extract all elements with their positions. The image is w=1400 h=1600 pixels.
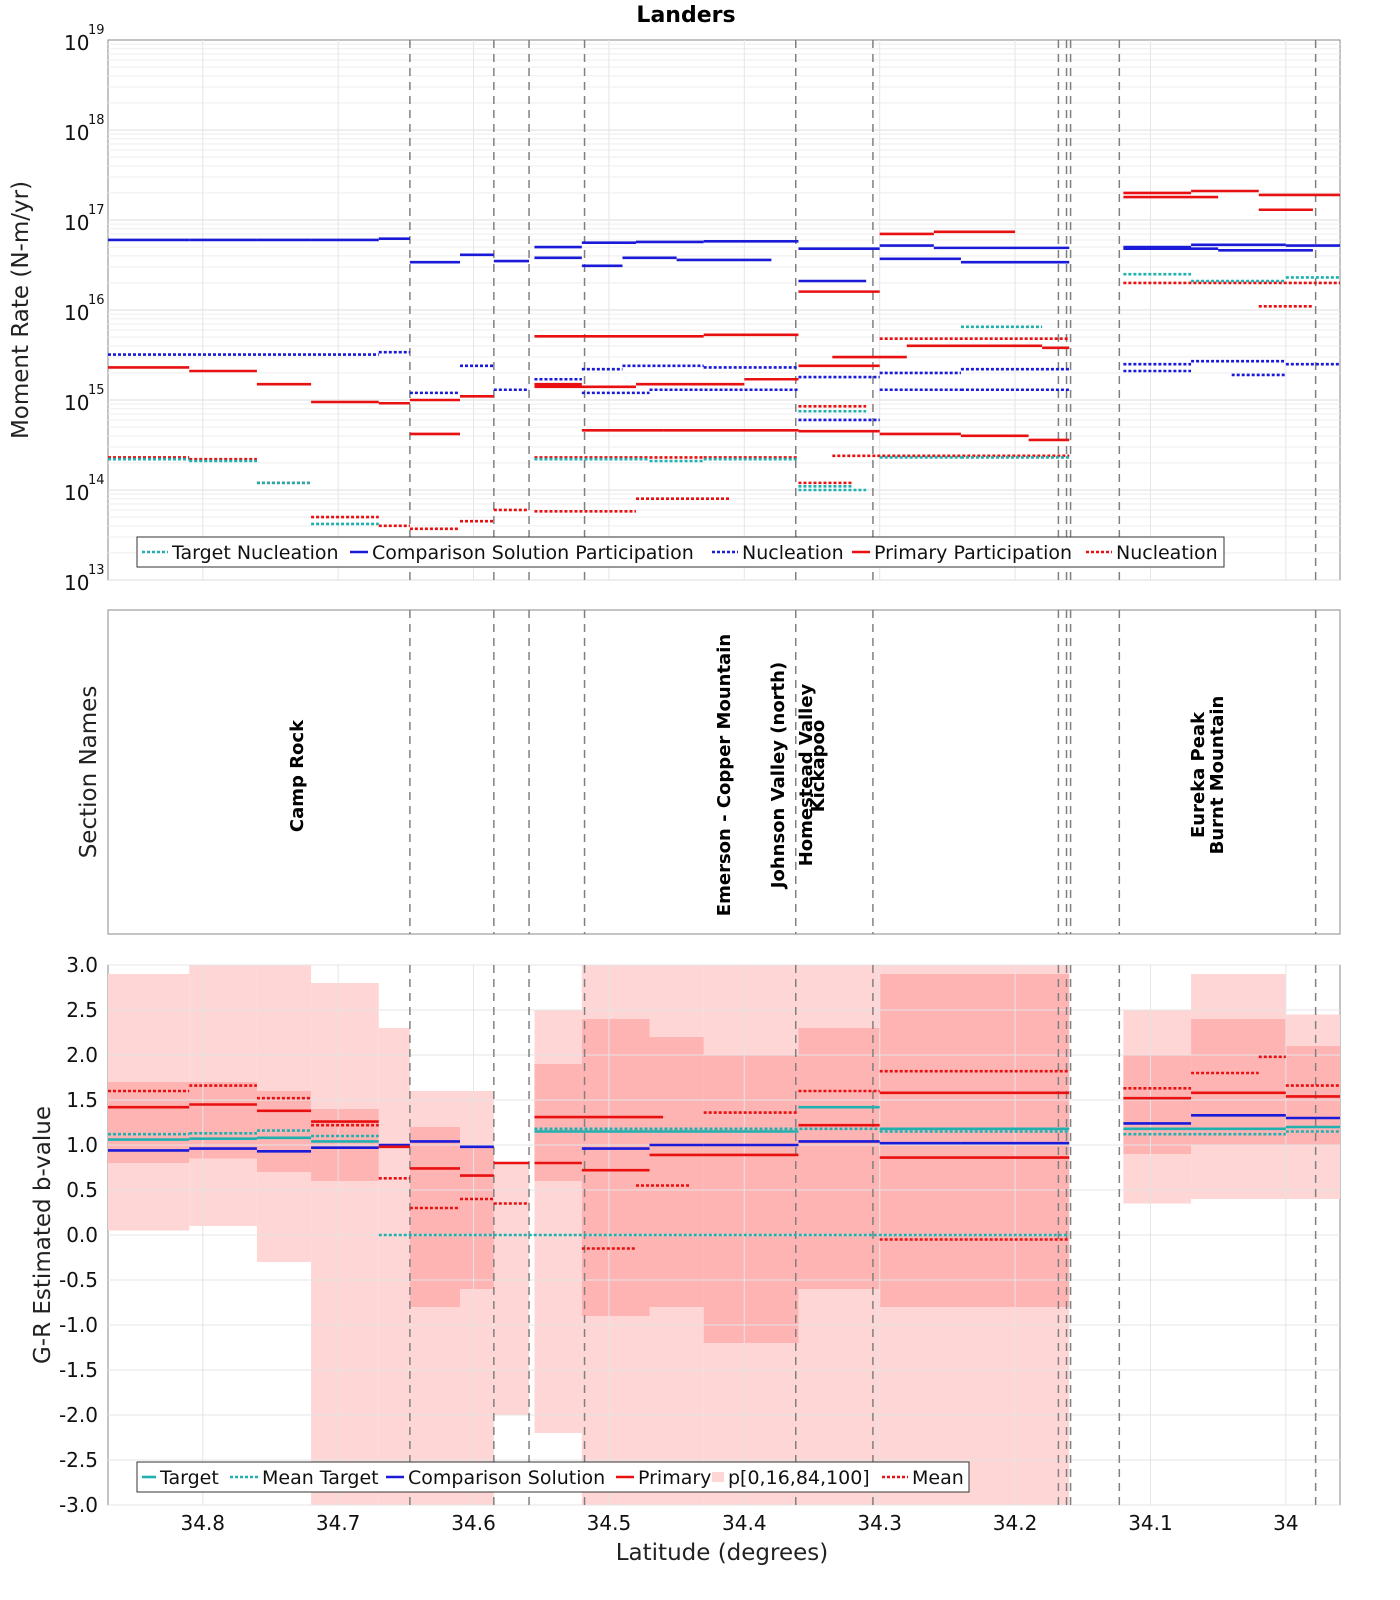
y-tick-label: -2.5 (59, 1448, 98, 1472)
x-axis-label: Latitude (degrees) (616, 1540, 829, 1566)
legend-label: Primary Participation (874, 542, 1072, 564)
legend-label: Nucleation (1116, 542, 1218, 564)
percentile-band-inner (703, 1055, 799, 1343)
percentile-band-inner (534, 1064, 582, 1181)
legend-label: Target (159, 1467, 219, 1489)
legend-label: Comparison Solution Participation (372, 542, 694, 564)
section-name-label: Camp Rock (287, 719, 308, 832)
y-tick-label: 10 (64, 481, 89, 505)
chart-title: Landers (636, 3, 735, 28)
y-tick-label: -0.5 (59, 1268, 98, 1292)
y-tick-exponent: 19 (88, 23, 105, 38)
legend-box (136, 1461, 970, 1493)
y-tick-exponent: 17 (88, 203, 105, 218)
y-tick-label: 10 (64, 211, 89, 235)
percentile-band-inner (460, 1145, 494, 1289)
y-tick-label: 1.0 (66, 1133, 98, 1157)
legend-label: Primary (638, 1467, 711, 1489)
legend-box (136, 536, 1225, 568)
x-tick-label: 34.4 (722, 1511, 767, 1535)
section-name-label: Eureka Peak (1188, 711, 1209, 838)
percentile-band-inner (1123, 1055, 1192, 1154)
percentile-band-inner (189, 1082, 257, 1159)
x-tick-label: 34.2 (993, 1511, 1038, 1535)
percentile-band-outer (493, 1163, 530, 1415)
b-value-ylabel: G-R Estimated b-value (30, 1106, 56, 1364)
y-tick-exponent: 14 (88, 473, 105, 488)
y-tick-exponent: 16 (88, 293, 105, 308)
y-tick-label: -3.0 (59, 1493, 98, 1517)
moment-rate-legend: Target Nucleation Comparison Solution Par… (136, 536, 1225, 568)
y-tick-label: 2.0 (66, 1043, 98, 1067)
legend-label: Nucleation (742, 542, 844, 564)
b-value-legend: Target Mean Target Comparison Solution Prim… (136, 1461, 970, 1493)
b-value-panel: -3.0 -2.5 -2.0 -1.5 -1.0 -0.5 0.0 0.5 1.0 1.5 2.0 2… (30, 953, 1341, 1566)
y-tick-label: 10 (64, 121, 89, 145)
y-tick-label: -1.0 (59, 1313, 98, 1337)
x-tick-label: 34.6 (451, 1511, 496, 1535)
legend-label: Mean Target (262, 1467, 379, 1489)
section-name-label: Emerson - Copper Mountain (714, 634, 735, 916)
y-tick-exponent: 13 (88, 563, 105, 578)
y-tick-label: 10 (64, 31, 89, 55)
percentile-band-outer (378, 1028, 410, 1505)
x-tick-label: 34.1 (1128, 1511, 1173, 1535)
x-tick-label: 34.8 (181, 1511, 226, 1535)
y-tick-label: 3.0 (66, 953, 98, 977)
section-name-label: Kickapoo (808, 720, 829, 813)
section-name-label: Burnt Mountain (1207, 696, 1228, 855)
y-tick-label: -2.0 (59, 1403, 98, 1427)
percentile-band-inner (798, 1028, 880, 1289)
legend-label: Target Nucleation (171, 542, 339, 564)
section-names-ylabel: Section Names (76, 686, 102, 859)
section-name-label: Homestead Valley (796, 683, 817, 866)
y-tick-label: 1.5 (66, 1088, 98, 1112)
legend-label: p[0,16,84,100] (728, 1467, 870, 1489)
percentile-band-inner (649, 1037, 704, 1307)
legend-label: Mean (912, 1467, 964, 1489)
percentile-band-inner (879, 974, 1070, 1307)
x-tick-label: 34.5 (587, 1511, 632, 1535)
x-tick-label: 34.7 (316, 1511, 361, 1535)
y-tick-label: 0.0 (66, 1223, 98, 1247)
x-tick-label: 34.3 (857, 1511, 902, 1535)
y-tick-exponent: 18 (88, 113, 105, 128)
percentile-band-inner (409, 1127, 460, 1307)
percentile-band-inner (581, 1019, 650, 1316)
legend-label: Comparison Solution (408, 1467, 605, 1489)
y-tick-label: 2.5 (66, 998, 98, 1022)
moment-rate-ylabel: Moment Rate (N-m/yr) (8, 181, 34, 439)
percentile-band-outer (311, 983, 379, 1505)
y-tick-label: -1.5 (59, 1358, 98, 1382)
y-tick-label: 10 (64, 391, 89, 415)
y-tick-exponent: 15 (88, 383, 105, 398)
section-name-label: Johnson Valley (north) (768, 662, 789, 890)
section-names-panel: Camp Rock Emerson - Copper Mountain Johnso… (76, 609, 1341, 935)
y-tick-label: 0.5 (66, 1178, 98, 1202)
y-tick-label: 10 (64, 571, 89, 595)
x-tick-label: 34 (1273, 1511, 1298, 1535)
percentile-band-inner (1191, 1019, 1286, 1145)
y-tick-label: 10 (64, 301, 89, 325)
